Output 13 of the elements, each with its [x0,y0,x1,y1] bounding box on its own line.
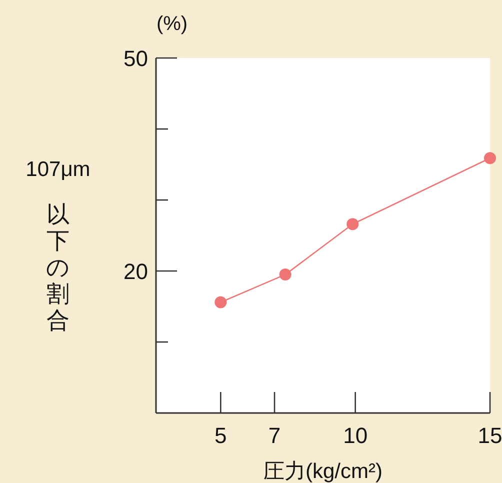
x-tick-label: 15 [478,423,502,448]
x-axis-title: 圧力(kg/cm²) [264,460,382,483]
y-axis-title: 107μm以下の割合 [26,158,90,333]
x-tick-label: 7 [268,423,281,448]
point [214,296,227,308]
y-tick-label: 50 [124,46,148,71]
point [484,152,496,164]
text: (%) [156,13,188,35]
y-tick-label: 20 [124,259,148,284]
point [279,268,292,281]
x-tick-label: 5 [214,423,227,448]
point [346,218,359,230]
x-tick-label: 10 [343,423,368,448]
